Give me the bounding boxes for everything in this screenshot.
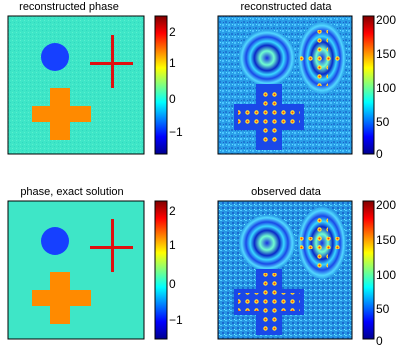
plus-shape xyxy=(32,88,91,140)
colorbar-tick: 0 xyxy=(169,277,176,291)
disk-shape xyxy=(41,43,69,71)
colorbar-tick: 1 xyxy=(169,56,176,70)
data-image-observed xyxy=(217,200,353,340)
colorbar-phase-top: 2 1 0 −1 xyxy=(154,15,183,155)
colorbar-tick: 50 xyxy=(376,302,390,316)
phase-image-exact xyxy=(7,200,145,340)
colorbar-tick: 200 xyxy=(376,13,396,27)
colorbar-tick: 100 xyxy=(376,81,396,95)
phase-image-reconstructed xyxy=(7,15,145,155)
colorbar-tick: 1 xyxy=(169,238,176,252)
colorbar-tick: 150 xyxy=(376,47,396,61)
colorbar-tick: 200 xyxy=(376,198,396,212)
thin-cross-vertical xyxy=(111,219,114,272)
colorbar-data-bottom: 200 150 100 50 0 xyxy=(362,198,396,348)
colorbar-tick: −1 xyxy=(169,125,183,139)
thin-cross-horizontal xyxy=(90,62,133,65)
thin-cross-horizontal xyxy=(90,246,133,249)
colorbar-tick: 2 xyxy=(169,25,176,39)
colorbar-tick: 150 xyxy=(376,233,396,247)
panel-title-reconstructed-phase: reconstructed phase xyxy=(19,1,119,13)
colorbar-tick: 100 xyxy=(376,268,396,282)
colorbar-tick: 0 xyxy=(169,92,176,106)
colorbar-tick: 2 xyxy=(169,204,176,218)
panel-title-observed-data: observed data xyxy=(251,186,322,198)
disk-shape xyxy=(41,227,69,255)
colorbar-tick: 0 xyxy=(376,147,383,161)
panel-title-phase-exact: phase, exact solution xyxy=(20,186,123,198)
thin-cross-vertical xyxy=(111,35,114,88)
colorbar-tick: 50 xyxy=(376,115,390,129)
colorbar-tick: 0 xyxy=(376,334,383,348)
colorbar-tick: −1 xyxy=(169,313,183,327)
plus-shape xyxy=(32,272,91,324)
colorbar-data-top: 200 150 100 50 0 xyxy=(362,13,396,161)
colorbar-phase-bottom: 2 1 0 −1 xyxy=(154,200,183,340)
panel-title-reconstructed-data: reconstructed data xyxy=(240,1,332,13)
data-image-reconstructed xyxy=(217,15,353,155)
